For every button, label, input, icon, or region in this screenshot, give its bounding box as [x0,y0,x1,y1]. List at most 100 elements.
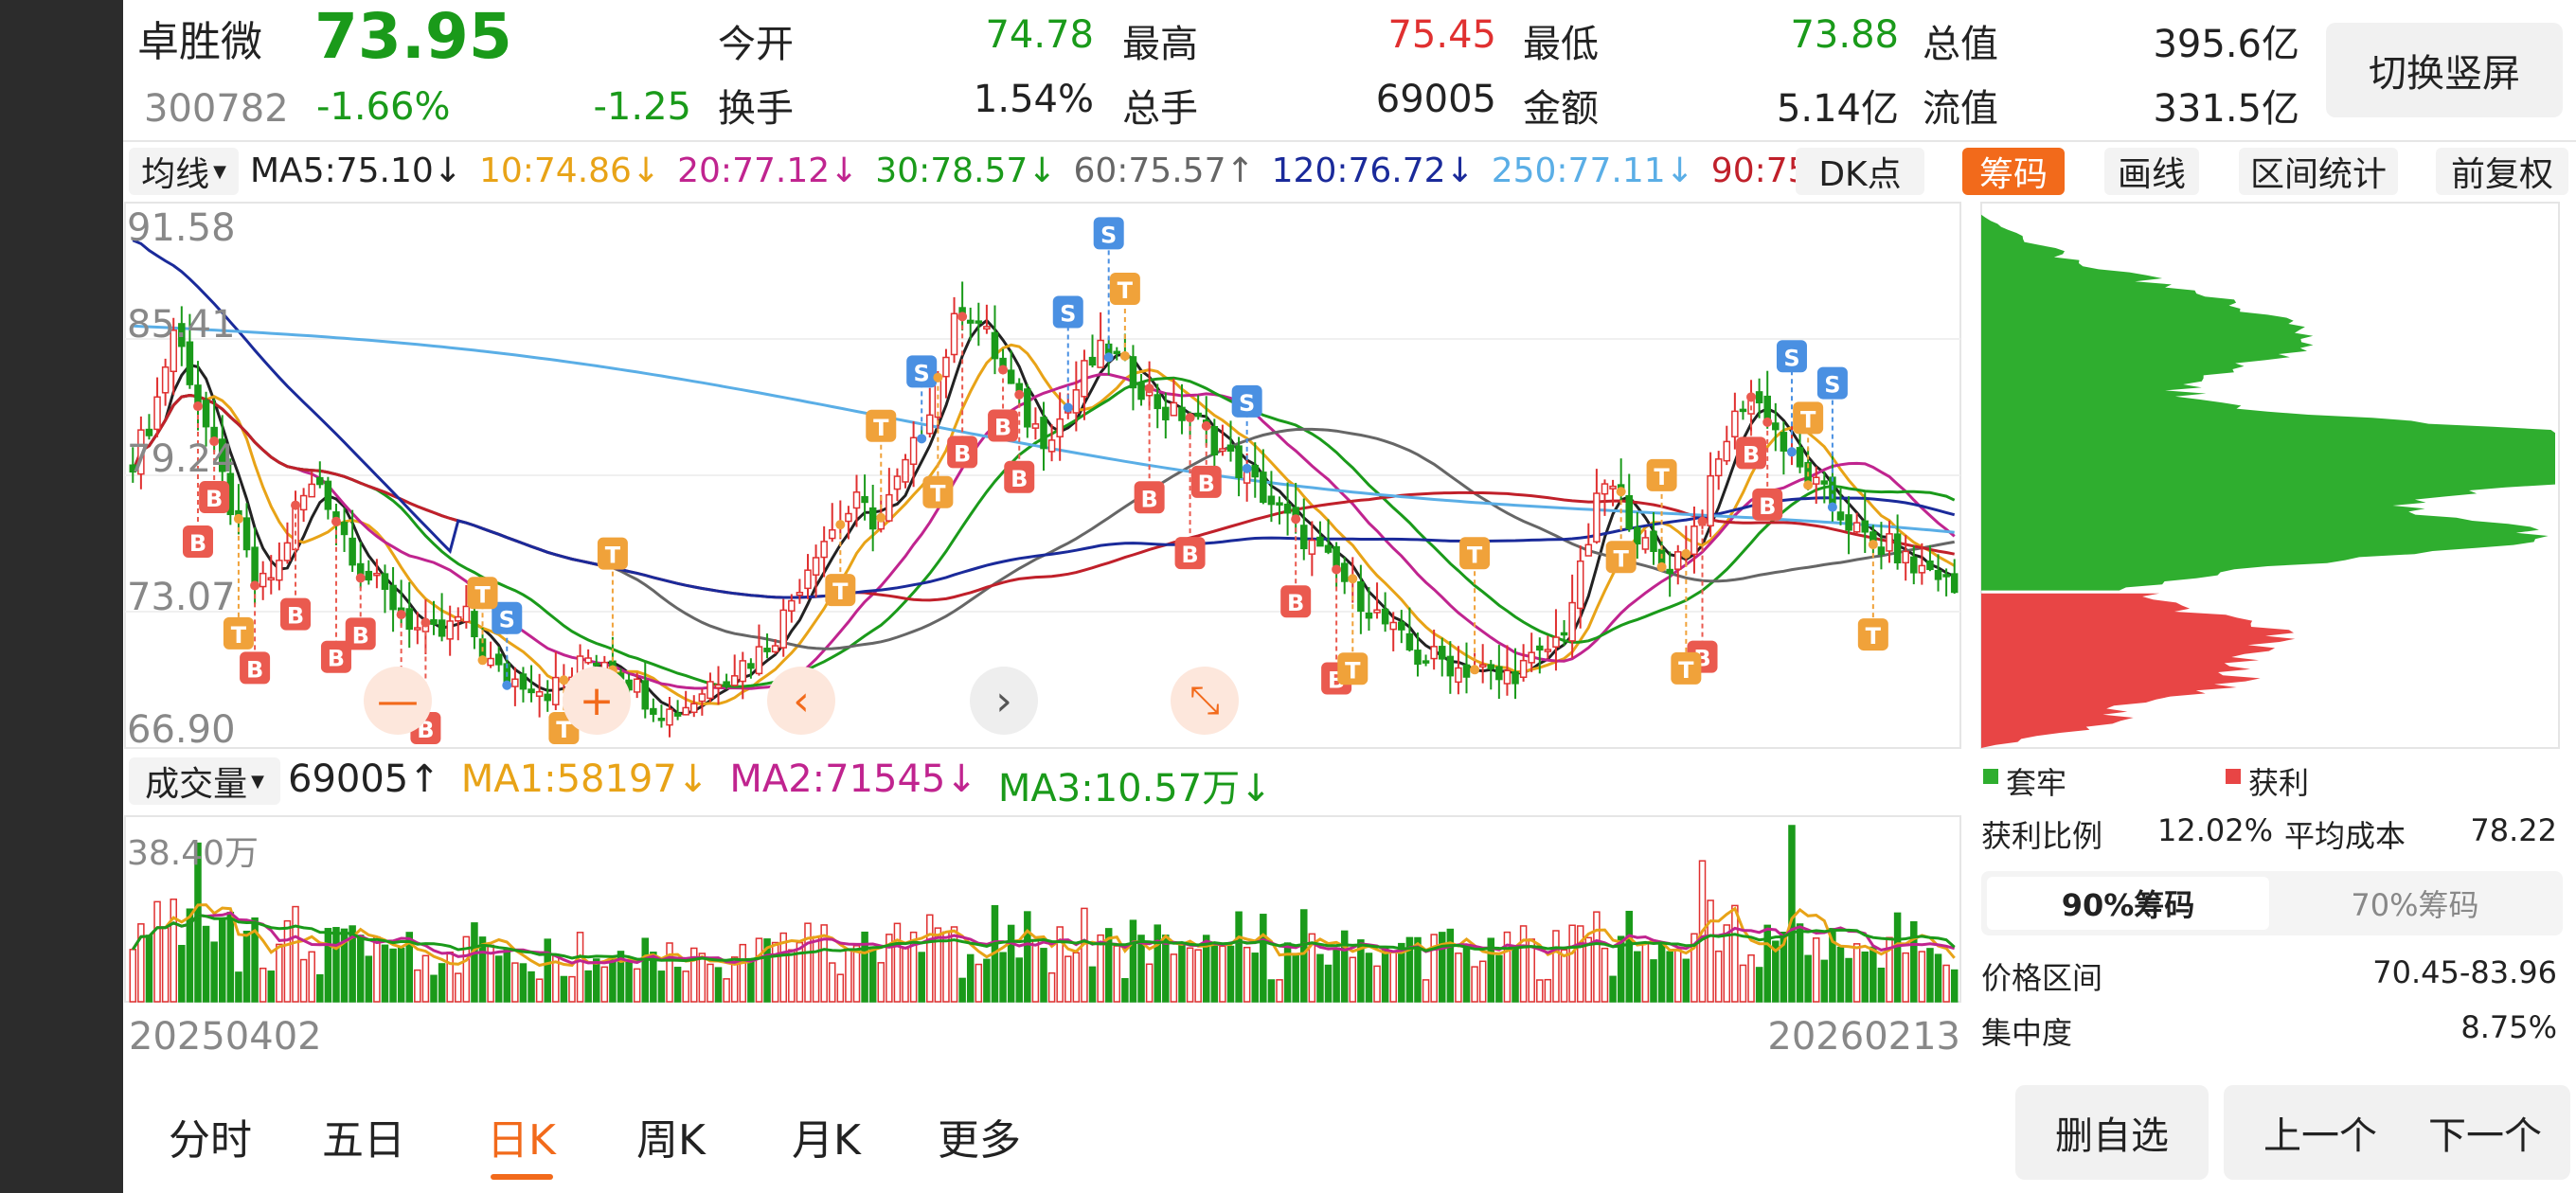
profit-legend: 获利 [2248,765,2310,801]
adjust-button[interactable]: 前复权 [2436,148,2568,195]
active-tab-indicator [491,1174,553,1180]
previous-stock-button[interactable]: 上一个 [2224,1085,2417,1180]
ma-selector[interactable]: 均线 ▼ [129,148,239,195]
candle-body [170,329,177,373]
candle-body [1796,447,1804,468]
volume-bar [153,900,161,1003]
scroll-left-button[interactable]: ‹ [767,667,835,735]
volume-bar [365,955,373,1003]
range-stats-button[interactable]: 区间统计 [2239,148,2398,195]
candle-body [942,356,950,378]
signal-dot [1348,574,1358,584]
volume-bar [1129,919,1137,1003]
chips-button[interactable]: 筹码 [1962,148,2065,195]
ma-item-5: MA5:75.10↓ [250,151,462,190]
tab-weekly-k[interactable]: 周K [636,1116,706,1165]
tab-70-chips[interactable]: 70%筹码 [2351,887,2479,923]
zoom-out-button[interactable]: — [364,667,432,735]
candle-body [1584,543,1593,557]
tab-five-day[interactable]: 五日 [322,1116,405,1165]
signal-badge-T [223,616,254,650]
volume-bar [1641,942,1650,1003]
tab-daily-k[interactable]: 日K [487,1116,556,1165]
volume-bar [1283,942,1292,1003]
volume-bar [723,978,730,1003]
dk-point-button[interactable]: DK点 [1796,148,1924,195]
volume-bar [1544,978,1552,1003]
volume-bar [633,968,641,1003]
signal-dot [957,312,968,322]
tab-monthly-k[interactable]: 月K [792,1116,861,1165]
remove-watchlist-button[interactable]: 删自选 [2015,1085,2209,1180]
signal-label: S [1060,300,1076,327]
signal-dot [1656,561,1667,572]
volume-bar [1072,952,1081,1003]
tab-90-chips[interactable]: 90%筹码 [1987,877,2269,930]
volume-bar [812,935,820,1003]
volume-bar [145,935,153,1003]
signal-dot [1014,389,1025,400]
volume-bar [1104,928,1113,1003]
date-end: 20260213 [1767,1015,1960,1059]
volume-bar [381,944,389,1003]
candle-body [1528,651,1535,664]
volume-bar [1763,924,1771,1003]
signal-dot [1786,447,1797,457]
collapse-icon[interactable]: ⤡ [1171,667,1239,735]
tab-more[interactable]: 更多 [938,1116,1021,1165]
volume-bar [1381,947,1389,1003]
signal-dot [192,401,203,412]
ma-line-90 [131,393,1955,602]
tab-intraday[interactable]: 分时 [169,1116,252,1165]
candle-body [316,476,324,486]
candle-body [1398,621,1405,631]
volume-bar [820,924,828,1003]
volume-bar [657,970,666,1003]
signal-label: T [930,481,946,507]
volume-bar [1576,925,1584,1003]
candle-body [673,712,682,717]
volume-bar [1845,957,1852,1003]
scroll-right-button[interactable]: › [970,667,1038,735]
volume-bar [1137,935,1145,1003]
candle-body [1162,406,1170,420]
volume-bar [1007,924,1015,1003]
ma-item-60: 60:75.57↑ [1073,151,1255,190]
candle-body [714,684,723,689]
candle-body [494,653,503,666]
ma-item-20: 20:77.12↓ [677,151,859,190]
signal-label: B [206,486,223,512]
candle-body [1942,574,1950,578]
volume-bar [1674,949,1682,1003]
volume-bar [129,949,137,1003]
switch-portrait-button[interactable]: 切换竖屏 [2326,23,2563,117]
volume-bar [617,951,625,1003]
draw-line-button[interactable]: 画线 [2104,148,2199,195]
candle-body [308,483,315,498]
candle-body [1731,410,1739,437]
volume-bar [161,927,170,1003]
candle-body [1690,525,1698,556]
signal-dot [998,365,1009,375]
volume-bar [1861,951,1869,1003]
volume-bar [1487,937,1495,1003]
zoom-in-button[interactable]: + [563,667,631,735]
volume-bar [600,966,609,1003]
candle-body [755,646,763,675]
volume-bar [1047,971,1056,1003]
candle-body [511,678,519,687]
signal-badge-T [866,409,897,442]
next-stock-button[interactable]: 下一个 [2400,1085,2570,1180]
candle-body [1455,667,1462,684]
volume-bar [1820,959,1829,1003]
volume-bar [592,958,600,1003]
volume-bar [1422,979,1430,1003]
volume-bar [1430,934,1438,1003]
candle-body [535,690,544,697]
volume-selector[interactable]: 成交量 ▼ [129,757,280,805]
signal-label: T [1467,542,1483,568]
turnover-value: 1.54% [973,78,1094,121]
volume-bar [950,926,958,1003]
candle-body [1300,525,1308,550]
